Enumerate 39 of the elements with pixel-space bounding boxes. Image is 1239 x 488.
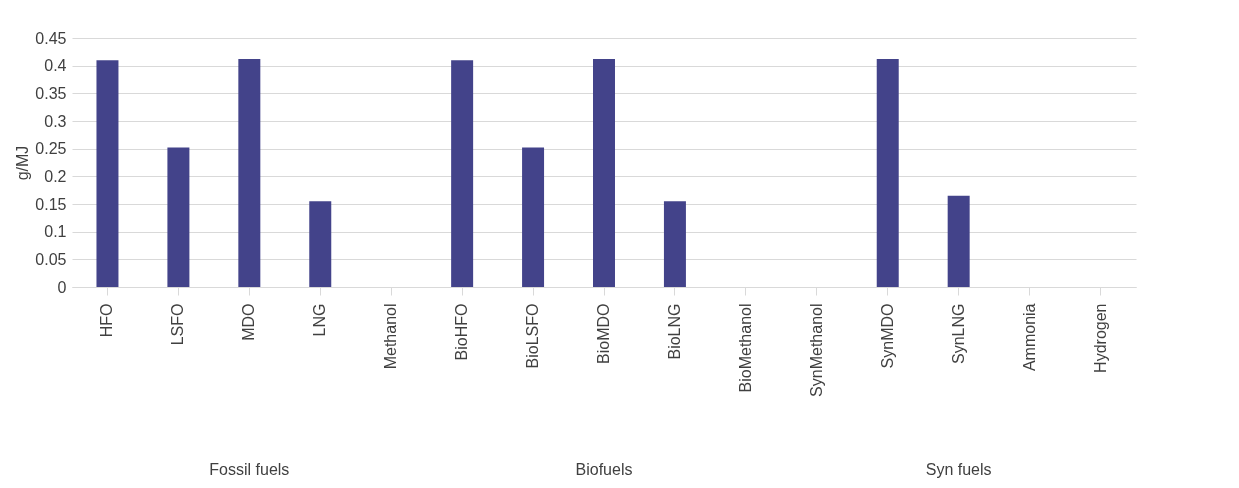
bar [663,201,686,287]
y-tick-label: 0.1 [44,223,67,241]
bar [451,60,474,287]
bar [96,60,119,287]
y-tick-label: 0.2 [44,167,67,185]
y-tick-label: 0.4 [44,57,67,75]
y-axis-title: g/MJ [14,145,32,181]
bar [522,147,545,287]
x-tick-label: SynMDO [878,303,896,369]
x-tick-label: LNG [311,303,329,337]
x-tick-label: MDO [240,303,258,341]
y-tick-label: 0.45 [35,29,67,47]
x-tick-label: HFO [98,303,116,338]
x-tick-label: LSFO [169,303,187,346]
text: Biofuels [575,461,633,478]
x-tick-label: BioMDO [595,303,612,364]
x-tick-label: Ammonia [1020,303,1038,372]
y-tick-label: 0.15 [35,195,67,213]
bar [947,195,970,287]
text: Syn fuels [925,461,992,478]
x-tick-label: BioLSFO [524,303,542,369]
bar [167,147,190,287]
bar [876,59,899,287]
y-tick-label: 0 [57,278,67,296]
x-tick-label: BioLNG [665,303,683,360]
y-tick-label: 0.25 [35,140,67,158]
x-tick-label: BioMethanol [736,303,754,393]
bar [309,201,332,287]
y-tick-label: 0.35 [35,84,67,102]
x-tick-label: SynMethanol [807,303,825,397]
x-tick-label: SynLNG [949,303,967,364]
y-tick-label: 0.05 [35,250,67,268]
bar [593,59,615,287]
text: Fossil fuels [209,461,290,478]
y-tick-label: 0.3 [44,112,67,130]
bar [238,59,261,287]
x-tick-label: Hydrogen [1091,303,1109,373]
x-tick-label: BioHFO [453,303,471,361]
x-tick-label: Methanol [382,303,400,370]
